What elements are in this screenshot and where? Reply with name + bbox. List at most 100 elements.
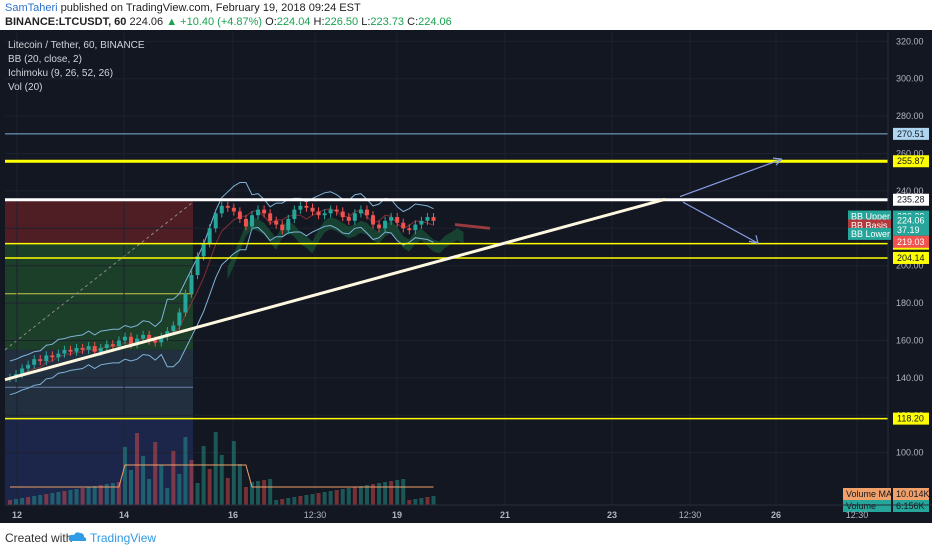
indicator-tag-text: BB Lower <box>851 229 890 239</box>
candle-body <box>334 209 339 212</box>
candle-body <box>26 364 31 369</box>
volume-tag <box>843 500 891 512</box>
candle-body <box>340 211 345 218</box>
legend-ichimoku[interactable]: Ichimoku (9, 26, 52, 26) <box>8 68 113 79</box>
candle-body <box>286 218 291 231</box>
drawings[interactable] <box>4 157 783 382</box>
volume-bar <box>68 490 73 505</box>
ichimoku-cloud <box>227 217 491 280</box>
volume-value-text: 10.014K <box>896 489 930 499</box>
volume-bar <box>364 485 369 505</box>
x-tick-label: 12 <box>12 510 22 520</box>
level-price-text: 270.51 <box>897 129 925 139</box>
level-price-text: 235.28 <box>897 195 925 205</box>
indicator-value-tag <box>893 214 929 227</box>
x-tick-label: 19 <box>392 510 402 520</box>
candle-body <box>50 355 55 358</box>
indicator-tag-text: BB Upper <box>851 212 890 222</box>
candle-body <box>129 336 133 345</box>
candle-body <box>219 205 224 214</box>
volume-bar <box>50 493 55 505</box>
candle-body <box>153 340 158 343</box>
level-price-tag <box>893 127 929 140</box>
candle-body <box>358 209 363 214</box>
tradingview-brand[interactable]: TradingView <box>90 531 157 545</box>
chart-area[interactable]: 100.00120.00140.00160.00180.00200.00220.… <box>0 30 932 523</box>
candle-body <box>377 224 382 229</box>
volume-bar <box>80 488 85 505</box>
legend-volume[interactable]: Vol (20) <box>8 82 42 93</box>
author-link[interactable]: SamTaheri <box>5 2 58 14</box>
volume-bar <box>383 482 388 505</box>
volume-bar <box>243 487 248 505</box>
chart-svg[interactable]: 100.00120.00140.00160.00180.00200.00220.… <box>0 30 932 523</box>
volume-bar <box>135 433 140 505</box>
close-value: 224.06 <box>418 16 452 28</box>
y-tick-label: 140.00 <box>896 373 924 383</box>
volume-bar <box>171 451 176 505</box>
candle-body <box>231 207 236 212</box>
fib-zone-red <box>5 199 193 244</box>
y-tick-label: 180.00 <box>896 298 924 308</box>
x-tick-label: 12:30 <box>679 510 702 520</box>
volume-bar <box>256 481 261 505</box>
candle-body <box>395 217 400 223</box>
fib-zone-blue <box>5 418 193 505</box>
volume-bar <box>183 437 188 505</box>
x-tick-label: 21 <box>500 510 510 520</box>
high-value: 226.50 <box>324 16 359 28</box>
low-value: 223.73 <box>370 16 405 28</box>
volume-bar <box>395 480 400 505</box>
volume-bar <box>8 500 12 505</box>
arrowhead-icon <box>748 235 759 244</box>
volume-bar <box>268 479 273 505</box>
candle-body <box>274 220 279 225</box>
candle-body <box>407 228 412 231</box>
volume-bar <box>292 497 297 505</box>
volume-bar <box>425 497 430 505</box>
volume-bar <box>340 489 345 505</box>
volume-bar <box>141 456 146 505</box>
fib-diagonal <box>4 201 194 351</box>
candle-body <box>98 347 103 352</box>
horizontal-levels[interactable] <box>5 133 888 420</box>
y-tick-label: 200.00 <box>896 261 924 271</box>
footer: Created with TradingView <box>0 523 932 550</box>
bb-lower-line <box>9 224 434 396</box>
candle-body <box>147 334 152 341</box>
candle-body <box>256 209 261 216</box>
time-axis[interactable]: 12 14 16 12:30 19 21 23 12:30 26 12:30 <box>5 504 932 520</box>
volume-bar <box>346 488 351 505</box>
volume-bar <box>110 483 115 505</box>
indicator-value-text: 37.19 <box>897 225 920 235</box>
volume-bar <box>401 479 406 505</box>
level-price-text: 255.87 <box>897 156 925 166</box>
volume-bar <box>165 488 170 505</box>
volume-bar <box>153 442 158 505</box>
close-label: C: <box>407 16 419 28</box>
indicator-tag <box>848 227 891 240</box>
publish-line: SamTaheri published on TradingView.com, … <box>5 2 361 14</box>
candle-body <box>383 220 388 229</box>
volume-bar <box>310 494 315 505</box>
trendline <box>4 197 666 382</box>
fib-zone-grey <box>5 349 193 419</box>
candle-body <box>201 243 206 257</box>
y-tick-label: 260.00 <box>896 149 924 159</box>
candle-body <box>389 217 394 221</box>
candle-body <box>213 213 218 229</box>
indicator-value-text: 224.06 <box>897 216 925 226</box>
price-axis[interactable]: 100.00120.00140.00160.00180.00200.00220.… <box>843 32 930 512</box>
tradingview-cloud-icon <box>68 532 87 541</box>
candle-body <box>74 347 79 352</box>
candle-body <box>310 207 315 212</box>
candle-body <box>322 213 327 216</box>
volume-bar <box>298 496 303 505</box>
candle-body <box>56 353 61 358</box>
legend-bb[interactable]: BB (20, close, 2) <box>8 54 82 65</box>
symbol-label: BINANCE:LTCUSDT, 60 <box>5 16 127 28</box>
volume-bar <box>177 474 182 505</box>
candle-body <box>68 349 73 352</box>
candle-body <box>328 209 333 214</box>
candle-body <box>135 338 140 345</box>
